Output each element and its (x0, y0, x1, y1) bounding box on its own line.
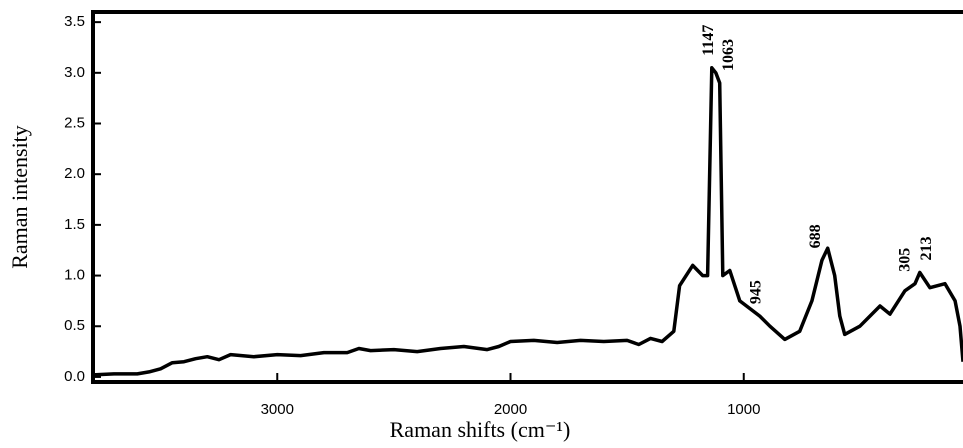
peak-label: 1147 (700, 25, 717, 56)
y-tick-label: 1.0 (64, 267, 85, 284)
y-tick-label: 3.5 (64, 13, 85, 30)
x-axis-label: Raman shifts (cm⁻¹) (390, 417, 571, 442)
peak-label: 1063 (720, 39, 737, 71)
y-tick-label: 2.5 (64, 114, 85, 131)
plot-frame (91, 10, 963, 384)
peak-label: 305 (897, 248, 914, 272)
x-tick-label: 2000 (494, 401, 527, 418)
peak-label: 688 (807, 224, 824, 248)
y-tick-label: 0.0 (64, 368, 85, 385)
y-tick-label: 0.5 (64, 317, 85, 334)
y-tick-label: 1.5 (64, 216, 85, 233)
peak-label: 945 (747, 280, 764, 304)
spectrum-line (92, 66, 963, 377)
x-tick-label: 3000 (261, 401, 294, 418)
y-axis-label: Raman intensity (7, 125, 32, 269)
peak-label: 213 (918, 237, 935, 261)
y-tick-label: 2.0 (64, 165, 85, 182)
x-tick-label: 1000 (727, 401, 760, 418)
y-tick-label: 3.0 (64, 64, 85, 81)
